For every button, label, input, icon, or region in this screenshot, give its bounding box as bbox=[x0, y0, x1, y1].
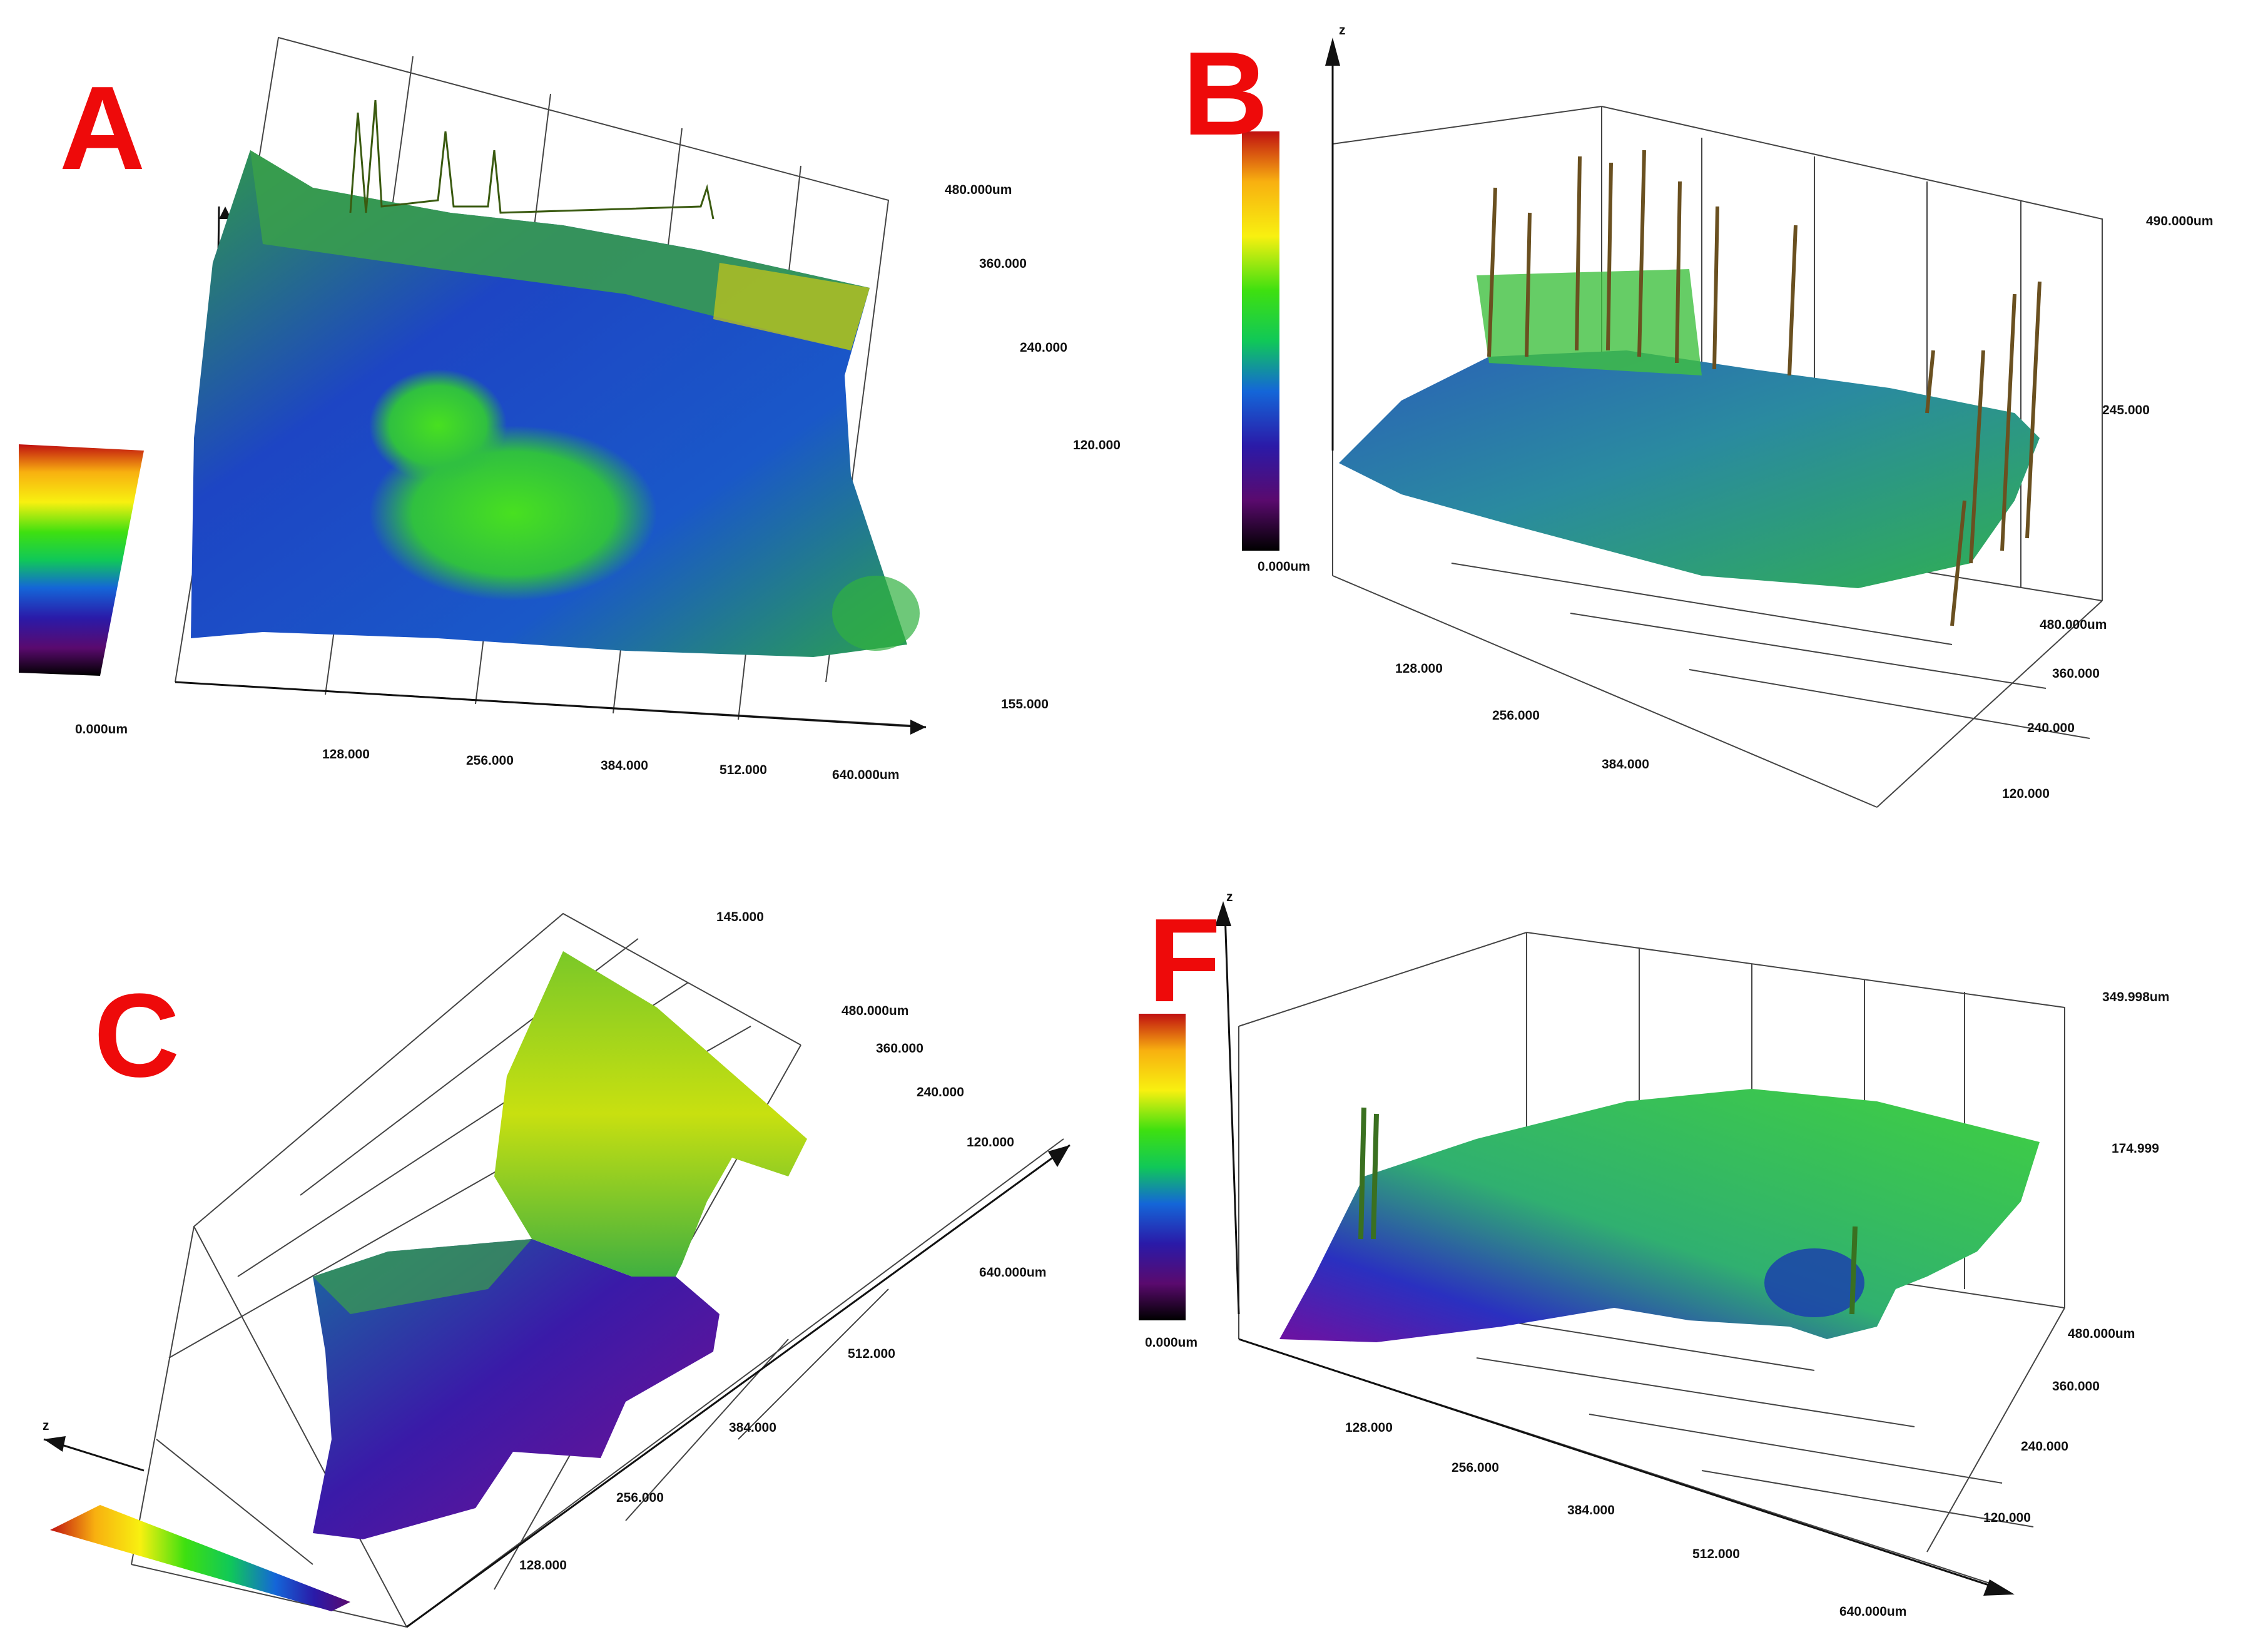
colorbar-f bbox=[1139, 1014, 1186, 1320]
z-tick-b-2: 245.000 bbox=[2102, 403, 2150, 417]
x-tick-a-1: 128.000 bbox=[322, 747, 370, 762]
y-tick-b-3: 240.000 bbox=[2027, 721, 2075, 735]
z-axis-label-f: z bbox=[1226, 890, 1233, 904]
panel-label-a: A bbox=[59, 62, 145, 195]
panel-f: z 0.000um 128.000 256.000 384.000 512.00… bbox=[1126, 876, 2268, 1637]
y-tick-f-3: 240.000 bbox=[2021, 1439, 2068, 1454]
y-tick-a-1: 480.000um bbox=[945, 183, 1012, 197]
y-tick-c-2: 360.000 bbox=[876, 1041, 923, 1056]
x-tick-b-2: 256.000 bbox=[1492, 708, 1540, 723]
z-axis-label-b: z bbox=[1339, 23, 1346, 38]
x-tick-c-5: 640.000um bbox=[979, 1265, 1046, 1280]
panel-c: z 128.000 256.000 384.000 512.000 640.00… bbox=[0, 876, 1126, 1637]
x-tick-f-1: 128.000 bbox=[1345, 1420, 1393, 1435]
x-tick-c-3: 384.000 bbox=[729, 1420, 776, 1435]
z-tick-f-1: 349.998um bbox=[2102, 990, 2169, 1004]
panel-label-b: B bbox=[1182, 28, 1268, 160]
x-tick-b-3: 384.000 bbox=[1602, 757, 1649, 772]
y-tick-b-2: 360.000 bbox=[2052, 666, 2100, 681]
x-tick-f-3: 384.000 bbox=[1567, 1503, 1615, 1517]
y-tick-c-4: 120.000 bbox=[967, 1135, 1014, 1150]
x-tick-a-4: 512.000 bbox=[720, 763, 767, 777]
panel-b: z 0.000um 128.000 256.000 384.000 480.00… bbox=[1139, 0, 2268, 813]
x-tick-c-1: 128.000 bbox=[519, 1558, 567, 1573]
panel-label-f: F bbox=[1148, 894, 1221, 1027]
y-tick-f-4: 120.000 bbox=[1983, 1511, 2031, 1525]
x-tick-b-1: 128.000 bbox=[1395, 661, 1443, 676]
surface-plot-a: 0.000um 128.000 256.000 384.000 512.000 … bbox=[19, 36, 1121, 782]
x-tick-f-2: 256.000 bbox=[1452, 1461, 1499, 1475]
colorbar-min-label-a: 0.000um bbox=[75, 722, 128, 737]
surface-plot-f: z 0.000um 128.000 256.000 384.000 512.00… bbox=[1139, 890, 2169, 1619]
x-tick-a-3: 384.000 bbox=[601, 758, 648, 773]
y-tick-f-1: 480.000um bbox=[2068, 1327, 2135, 1341]
y-tick-c-1: 480.000um bbox=[842, 1004, 908, 1018]
colorbar-a bbox=[19, 444, 144, 676]
x-tick-c-4: 512.000 bbox=[848, 1347, 895, 1361]
x-tick-a-2: 256.000 bbox=[466, 753, 514, 768]
surface-plot-b: z 0.000um 128.000 256.000 384.000 480.00… bbox=[1182, 23, 2213, 808]
x-tick-f-4: 512.000 bbox=[1692, 1547, 1740, 1561]
z-max-label-c: 145.000 bbox=[716, 910, 764, 924]
colorbar-min-label-f: 0.000um bbox=[1145, 1335, 1198, 1350]
x-tick-c-2: 256.000 bbox=[616, 1491, 664, 1505]
z-axis-label-c: z bbox=[43, 1419, 49, 1433]
x-tick-f-5: 640.000um bbox=[1839, 1604, 1906, 1619]
y-tick-a-2: 360.000 bbox=[979, 257, 1027, 271]
panel-label-c: C bbox=[94, 969, 180, 1102]
spikes-f bbox=[1358, 1107, 1858, 1315]
z-tick-b-1: 490.000um bbox=[2146, 214, 2213, 228]
y-tick-b-4: 120.000 bbox=[2002, 787, 2050, 801]
surface-c-upper bbox=[494, 951, 807, 1277]
z-tick-f-2: 174.999 bbox=[2112, 1141, 2159, 1156]
y-tick-b-1: 480.000um bbox=[2040, 618, 2107, 632]
y-tick-a-4: 120.000 bbox=[1073, 438, 1121, 452]
panel-a: 0.000um 128.000 256.000 384.000 512.000 … bbox=[0, 0, 1126, 813]
surface-f bbox=[1279, 1089, 2040, 1342]
spikes-b bbox=[1487, 150, 2042, 626]
surface-b bbox=[1339, 350, 2040, 588]
y-tick-a-3: 240.000 bbox=[1020, 340, 1067, 355]
x-tick-a-5: 640.000um bbox=[832, 768, 899, 782]
y-tick-c-3: 240.000 bbox=[917, 1085, 964, 1099]
colorbar-b bbox=[1242, 131, 1279, 551]
colorbar-min-label-b: 0.000um bbox=[1258, 559, 1310, 574]
surface-c-lower bbox=[313, 1239, 720, 1539]
colorbar-c bbox=[50, 1505, 350, 1611]
surface-plot-c: z 128.000 256.000 384.000 512.000 640.00… bbox=[43, 910, 1070, 1628]
z-max-label-a: 155.000 bbox=[1001, 697, 1049, 711]
y-tick-f-2: 360.000 bbox=[2052, 1379, 2100, 1394]
